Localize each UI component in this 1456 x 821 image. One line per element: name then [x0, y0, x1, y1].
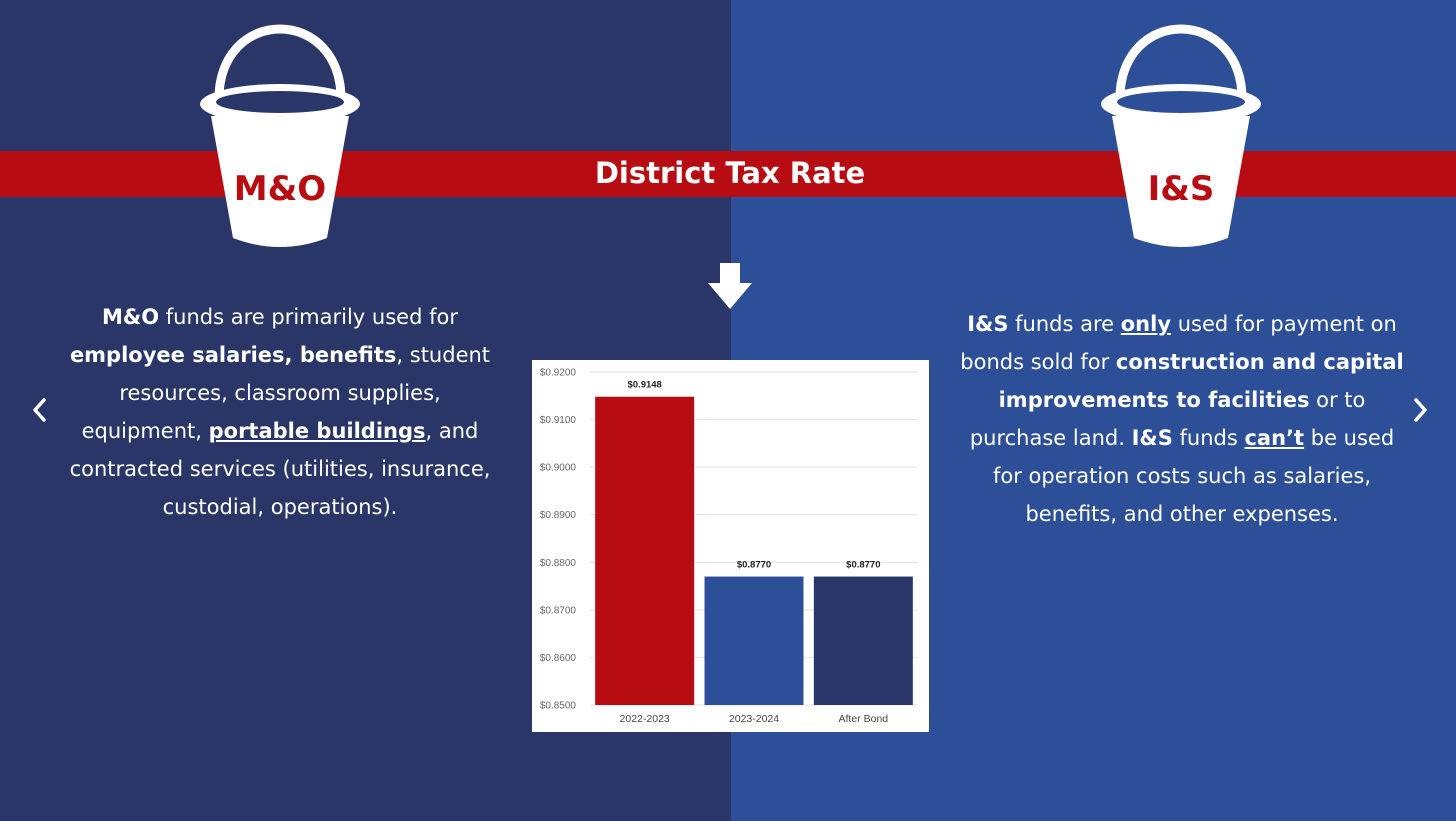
data-label: $0.8770 [737, 560, 771, 571]
is-emphasis-construction: construction and capital improvements to… [998, 350, 1404, 412]
prev-slide-button[interactable] [28, 395, 52, 425]
is-text-4: funds [1172, 426, 1245, 450]
is-emphasis-cant: can’t [1244, 426, 1305, 450]
bucket-is-label: I&S [1147, 169, 1215, 209]
tax-rate-chart: $0.8500 $0.8600 $0.8700 $0.8800 $0.8900 $0.90… [532, 360, 929, 732]
is-emphasis-only: only [1120, 312, 1172, 336]
mo-term: M&O [102, 305, 160, 329]
is-description: I&S funds are only used for payment on b… [955, 305, 1409, 533]
bucket-is-icon: I&S [1098, 16, 1264, 251]
y-tick-label: $0.8700 [540, 605, 577, 616]
y-tick-label: $0.8500 [540, 701, 577, 712]
slide-title: District Tax Rate [594, 156, 866, 190]
is-text-1: funds are [1008, 312, 1121, 336]
data-label: $0.9148 [627, 380, 661, 391]
chevron-left-icon [33, 398, 46, 422]
is-text-3: or to purchase land. [969, 388, 1366, 450]
x-tick-label: 2022-2023 [620, 713, 670, 725]
arrow-down-icon [706, 263, 754, 311]
mo-text-1: funds are primarily used for [159, 305, 458, 329]
is-term-2: I&S [1131, 426, 1173, 450]
bar [704, 576, 804, 705]
y-tick-label: $0.8900 [540, 510, 577, 521]
is-text-2: used for payment on bonds sold for [960, 312, 1397, 374]
y-tick-label: $0.9200 [540, 368, 577, 379]
x-tick-label: 2023-2024 [729, 713, 779, 725]
bucket-mo-icon: M&O [197, 16, 363, 251]
chevron-right-icon [1414, 398, 1427, 422]
mo-emphasis-salaries: employee salaries, benefits [69, 343, 397, 367]
mo-text-2: , student resources, classroom supplies,… [81, 343, 491, 443]
tax-rate-chart-svg: $0.8500 $0.8600 $0.8700 $0.8800 $0.8900 $0.90… [540, 368, 918, 725]
bar [813, 576, 913, 705]
y-tick-label: $0.8800 [540, 558, 577, 569]
is-text-5: be used for operation costs such as sala… [992, 426, 1395, 526]
next-slide-button[interactable] [1408, 395, 1432, 425]
mo-description: M&O funds are primarily used for employe… [60, 298, 500, 526]
bucket-mo-label: M&O [233, 169, 327, 209]
mo-text-3: , and contracted services (utilities, in… [69, 419, 491, 519]
y-tick-label: $0.9100 [540, 415, 577, 426]
is-term: I&S [967, 312, 1009, 336]
y-tick-label: $0.9000 [540, 463, 577, 474]
x-tick-label: After Bond [839, 713, 889, 725]
bar [595, 396, 695, 705]
data-label: $0.8770 [846, 560, 880, 571]
mo-emphasis-portable: portable buildings [208, 419, 426, 443]
y-tick-label: $0.8600 [540, 653, 577, 664]
